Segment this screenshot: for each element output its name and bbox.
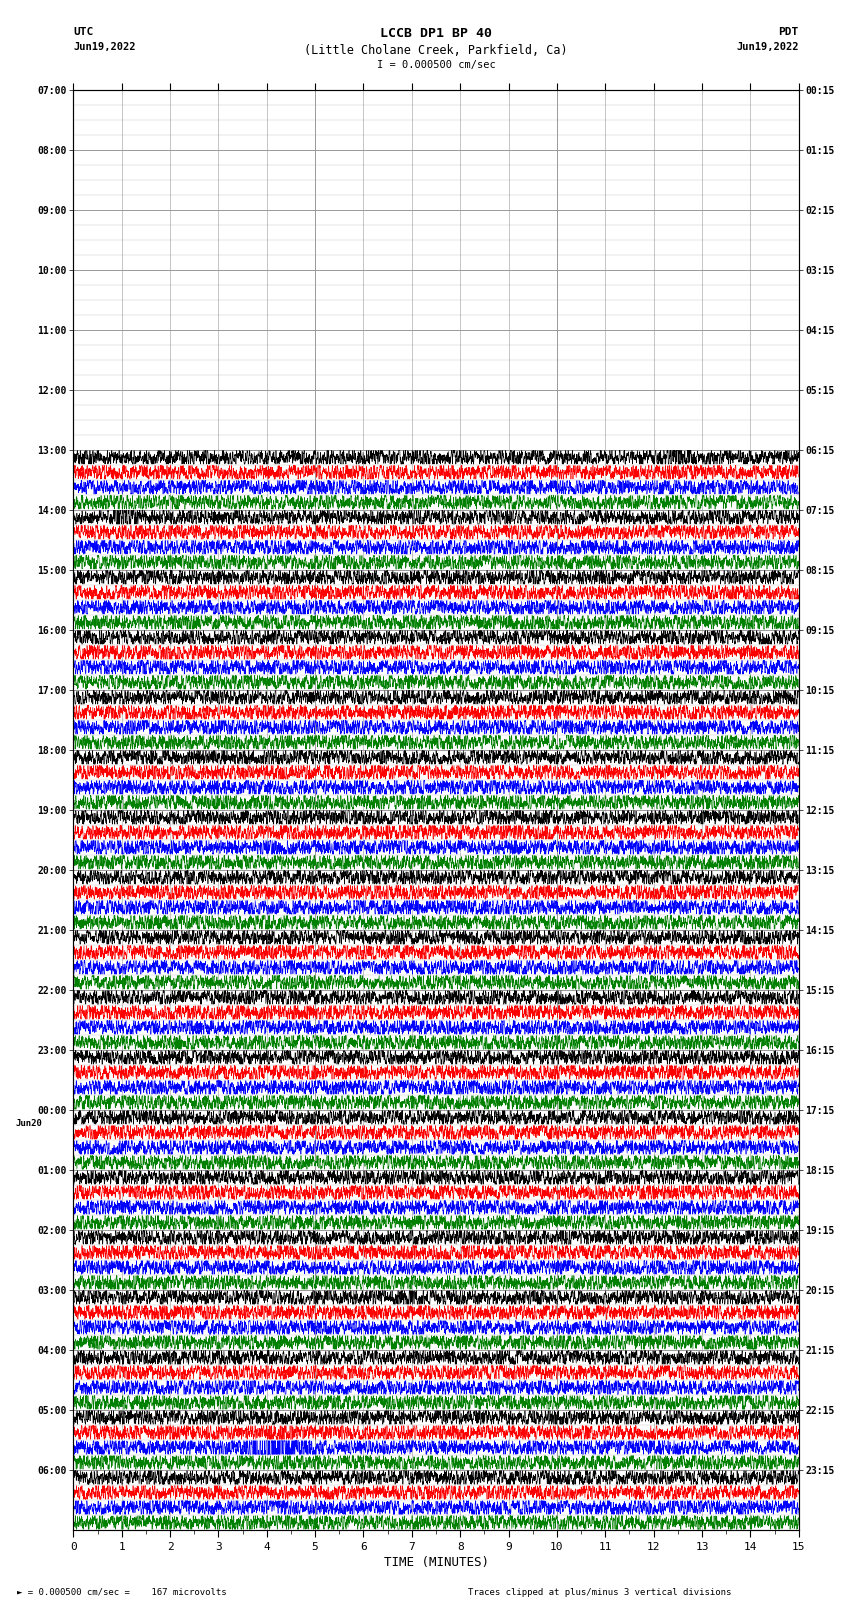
Text: LCCB DP1 BP 40: LCCB DP1 BP 40 (380, 27, 492, 40)
Text: UTC: UTC (73, 27, 94, 37)
X-axis label: TIME (MINUTES): TIME (MINUTES) (383, 1557, 489, 1569)
Text: Jun20: Jun20 (15, 1119, 42, 1129)
Text: I = 0.000500 cm/sec: I = 0.000500 cm/sec (377, 60, 496, 69)
Text: Jun19,2022: Jun19,2022 (736, 42, 799, 52)
Text: Jun19,2022: Jun19,2022 (73, 42, 136, 52)
Text: (Little Cholane Creek, Parkfield, Ca): (Little Cholane Creek, Parkfield, Ca) (304, 44, 568, 56)
Text: PDT: PDT (779, 27, 799, 37)
Text: ► = 0.000500 cm/sec =    167 microvolts: ► = 0.000500 cm/sec = 167 microvolts (17, 1587, 227, 1597)
Text: Traces clipped at plus/minus 3 vertical divisions: Traces clipped at plus/minus 3 vertical … (468, 1587, 731, 1597)
